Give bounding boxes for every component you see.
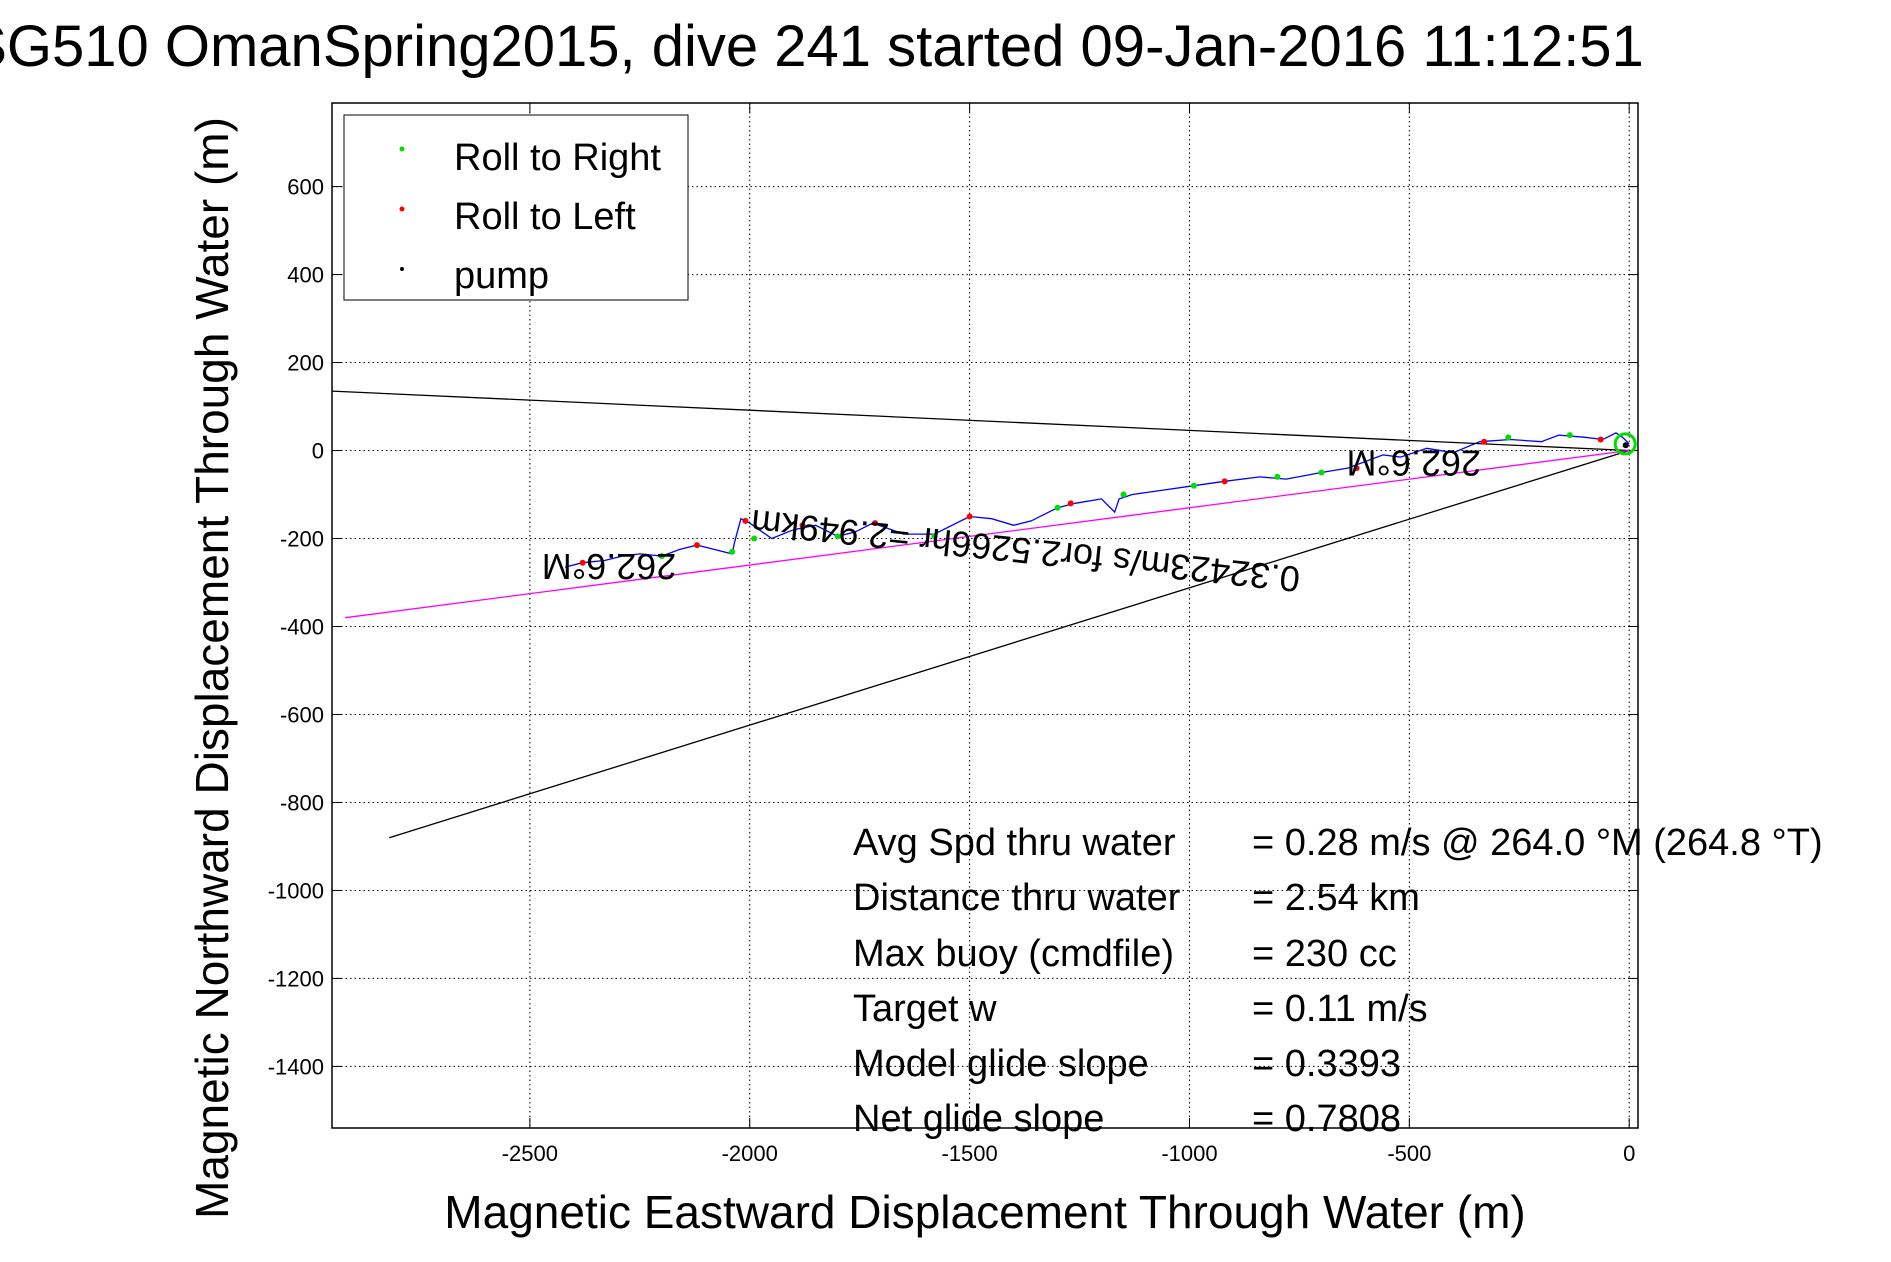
plot-frame [331, 102, 1639, 1129]
point-roll-to-right [1505, 434, 1512, 441]
y-tick-label: 600 [287, 175, 324, 200]
x-tick-label: -500 [1387, 1141, 1431, 1166]
series-lines [331, 390, 1630, 839]
series-line-heading-line-lower [389, 449, 1630, 839]
point-roll-to-left [1597, 436, 1604, 443]
grid [332, 103, 1638, 1128]
legend-label-roll-left: Roll to Left [454, 196, 636, 238]
stat-label: Avg Spd thru water [853, 822, 1176, 864]
legend-marker-roll-left [399, 206, 405, 212]
y-tick-label: -800 [280, 790, 324, 815]
stat-value: = 230 cc [1252, 933, 1397, 975]
point-roll-to-left [693, 542, 700, 549]
x-tick-label: -1500 [941, 1141, 997, 1166]
ticks: -2500 -2000 -1500 -1000 -500 0 600 400 200 0 -200 -… [268, 103, 1638, 1166]
stat-label: Distance thru water [853, 877, 1181, 919]
series-line-heading-line-upper [331, 390, 1630, 452]
series-line-net-track [345, 449, 1630, 619]
point-roll-to-right [1054, 504, 1061, 511]
point-roll-to-left [1353, 465, 1360, 472]
point-roll-to-right [1120, 491, 1127, 498]
point-roll-to-left [1221, 478, 1228, 485]
point-roll-to-right [834, 533, 841, 540]
chart-title: SG510 OmanSpring2015, dive 241 started 0… [0, 14, 1644, 79]
stat-label: Net glide slope [853, 1098, 1104, 1140]
stat-value: = 0.3393 [1252, 1043, 1401, 1085]
y-tick-label: 400 [287, 263, 324, 288]
y-tick-label: -200 [280, 527, 324, 552]
y-tick-label: -1000 [268, 878, 324, 903]
rotated-annotation: 262.6°M [1346, 443, 1480, 484]
point-roll-to-left [579, 559, 586, 566]
x-tick-label: -1000 [1161, 1141, 1217, 1166]
stat-value: = 2.54 km [1252, 877, 1420, 919]
stat-value: = 0.11 m/s [1252, 988, 1428, 1030]
stats-block: Avg Spd thru water = 0.28 m/s @ 264.0 °M… [853, 822, 1823, 1140]
point-roll-to-right [1318, 469, 1325, 476]
series-points [579, 432, 1637, 566]
legend: Roll to Right Roll to Left pump [343, 114, 689, 301]
surface-marker [1613, 432, 1637, 456]
legend-marker-pump [400, 267, 404, 271]
y-tick-label: -400 [280, 614, 324, 639]
point-roll-to-right [729, 548, 736, 555]
x-axis-label: Magnetic Eastward Displacement Through W… [444, 1186, 1525, 1238]
legend-label-pump: pump [454, 255, 549, 297]
x-tick-label: -2000 [722, 1141, 778, 1166]
y-tick-label: -1200 [268, 966, 324, 991]
point-roll-to-right [1274, 473, 1281, 480]
y-tick-label: 200 [287, 351, 324, 376]
point-roll-to-left [1481, 438, 1488, 445]
stat-value: = 0.28 m/s @ 264.0 °M (264.8 °T) [1252, 822, 1823, 864]
point-roll-to-right [1190, 482, 1197, 489]
stat-label: Target w [853, 988, 997, 1030]
y-tick-label: -600 [280, 702, 324, 727]
point-roll-to-left [799, 522, 806, 529]
x-tick-label: 0 [1623, 1141, 1635, 1166]
legend-label-roll-right: Roll to Right [454, 137, 661, 179]
point-roll-to-right [751, 535, 758, 542]
point-roll-to-right [1566, 432, 1573, 439]
rotated-annotation: 262.6°M [542, 546, 676, 587]
point-pump [1622, 442, 1629, 449]
y-axis-label: Magnetic Northward Displacement Through … [186, 117, 238, 1219]
stat-value: = 0.7808 [1252, 1098, 1401, 1140]
y-tick-label: -1400 [268, 1054, 324, 1079]
series-line-track [564, 432, 1630, 568]
point-roll-to-right [658, 553, 665, 560]
point-roll-to-left [1067, 500, 1074, 507]
y-tick-label: 0 [312, 439, 324, 464]
stat-label: Model glide slope [853, 1043, 1149, 1085]
x-tick-label: -2500 [502, 1141, 558, 1166]
point-roll-to-left [872, 520, 879, 527]
point-roll-to-right [931, 533, 938, 540]
point-roll-to-left [966, 513, 973, 520]
point-roll-to-left [742, 517, 749, 524]
legend-marker-roll-right [399, 146, 405, 152]
stat-label: Max buoy (cmdfile) [853, 933, 1174, 975]
